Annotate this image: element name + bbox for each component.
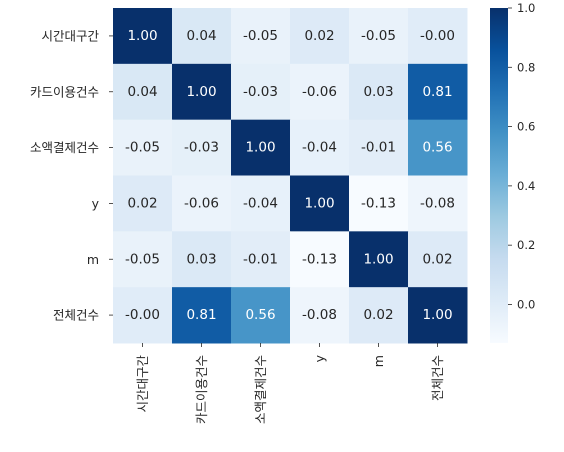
colorbar-tick-label: 0.4 [517, 179, 535, 193]
heatmap-cell [408, 231, 468, 288]
heatmap-cell [290, 63, 350, 121]
x-tick-label: 전체건수 [430, 355, 445, 401]
cell-annotation: 0.03 [186, 251, 216, 267]
cell-annotation: -0.08 [420, 195, 455, 211]
heatmap-cell [290, 231, 350, 288]
cell-annotation: -0.04 [302, 140, 337, 156]
cell-annotation: -0.03 [184, 140, 219, 156]
heatmap-cell [349, 287, 409, 344]
colorbar-tick-label: 1.0 [517, 1, 535, 15]
heatmap-cell [290, 119, 350, 176]
heatmap-cell [408, 119, 468, 176]
heatmap-cells [113, 8, 468, 344]
cell-annotation: 0.56 [422, 140, 452, 156]
cell-annotation: 1.00 [186, 84, 216, 100]
heatmap-cell [113, 63, 173, 121]
x-tick-label: 카드이용건수 [194, 355, 209, 424]
heatmap-cell [408, 287, 468, 344]
heatmap-cell [349, 8, 409, 65]
colorbar: 0.0 0.2 0.4 0.6 0.8 1.0 [490, 1, 535, 343]
cell-annotation: 0.56 [245, 307, 275, 323]
x-tick-label: y [312, 354, 327, 362]
y-tick-label: 소액결제건수 [30, 140, 99, 155]
cell-annotation: -0.06 [184, 195, 219, 211]
heatmap-cell [349, 175, 409, 232]
cell-annotation: -0.01 [243, 251, 278, 267]
cell-annotation: 1.00 [245, 140, 275, 156]
heatmap-cell [172, 175, 232, 232]
cell-annotation: 0.81 [186, 307, 216, 323]
cell-annotation: -0.01 [361, 140, 396, 156]
heatmap-cell [113, 119, 173, 176]
cell-annotation: -0.05 [243, 28, 278, 44]
heatmap-annotations: 1.00 0.04 -0.05 0.02 -0.05 -0.00 0.04 1.00 -0.03… [125, 28, 455, 323]
heatmap-cell [408, 175, 468, 232]
colorbar-tick-label: 0.6 [517, 120, 535, 134]
colorbar-tick-label: 0.2 [517, 238, 535, 252]
colorbar-tick-label: 0.8 [517, 60, 535, 74]
y-tick-label: 시간대구간 [41, 28, 99, 43]
colorbar-gradient [490, 8, 508, 343]
x-tick-label: 시간대구간 [135, 355, 150, 413]
cell-annotation: 0.02 [127, 195, 157, 211]
heatmap-cell [172, 231, 232, 288]
cell-annotation: -0.05 [125, 251, 160, 267]
heatmap-cell [231, 175, 291, 232]
cell-annotation: 0.02 [363, 307, 393, 323]
heatmap-cell [349, 63, 409, 121]
heatmap-cell [290, 287, 350, 344]
cell-annotation: -0.06 [302, 84, 337, 100]
heatmap-cell [113, 287, 173, 344]
cell-annotation: -0.08 [302, 307, 337, 323]
heatmap-cell [172, 287, 232, 344]
heatmap-cell [408, 8, 468, 65]
heatmap-cell [113, 231, 173, 288]
cell-annotation: 0.03 [363, 84, 393, 100]
heatmap-cell [231, 287, 291, 344]
cell-annotation: 0.81 [422, 84, 452, 100]
heatmap-cell [113, 8, 173, 65]
cell-annotation: 0.02 [304, 28, 334, 44]
heatmap-cell [231, 63, 291, 121]
cell-annotation: 1.00 [304, 195, 334, 211]
cell-annotation: 0.04 [127, 84, 157, 100]
heatmap-cell [172, 119, 232, 176]
cell-annotation: 0.04 [186, 28, 216, 44]
y-tick-label: 카드이용건수 [30, 84, 99, 99]
cell-annotation: 0.02 [422, 251, 452, 267]
x-axis-tick-labels: 시간대구간 카드이용건수 소액결제건수 y m 전체건수 [135, 343, 445, 424]
heatmap-cell [172, 63, 232, 121]
heatmap-cell [231, 8, 291, 65]
cell-annotation: 1.00 [422, 307, 452, 323]
cell-annotation: 1.00 [127, 28, 157, 44]
heatmap-cell [408, 63, 468, 121]
heatmap-cell [113, 175, 173, 232]
heatmap-cell [290, 175, 350, 232]
y-tick-label: y [92, 196, 100, 211]
cell-annotation: 1.00 [363, 251, 393, 267]
cell-annotation: -0.05 [361, 28, 396, 44]
cell-annotation: -0.04 [243, 195, 278, 211]
heatmap-cell [290, 8, 350, 65]
heatmap-cell [231, 231, 291, 288]
heatmap-cell [349, 231, 409, 288]
cell-annotation: -0.13 [302, 251, 337, 267]
cell-annotation: -0.05 [125, 140, 160, 156]
heatmap-cell [349, 119, 409, 176]
colorbar-tick-label: 0.0 [517, 297, 535, 311]
cell-annotation: -0.00 [420, 28, 455, 44]
cell-annotation: -0.03 [243, 84, 278, 100]
y-tick-label: m [87, 252, 99, 267]
cell-annotation: -0.13 [361, 195, 396, 211]
y-tick-label: 전체건수 [53, 308, 99, 323]
heatmap-cell [231, 119, 291, 176]
cell-annotation: -0.00 [125, 307, 160, 323]
x-tick-label: m [371, 355, 386, 367]
x-tick-label: 소액결제건수 [253, 355, 268, 424]
heatmap-cell [172, 8, 232, 65]
